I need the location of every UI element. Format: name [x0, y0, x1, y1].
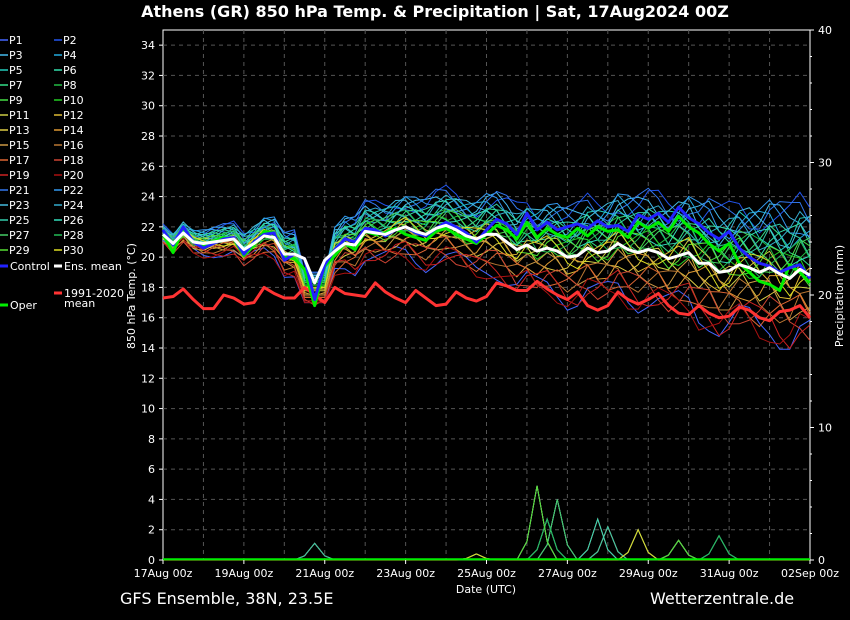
legend-label: P24 [63, 199, 84, 212]
legend-label: P11 [9, 109, 30, 122]
y2-tick-label: 30 [818, 157, 832, 170]
legend-label: P27 [9, 229, 30, 242]
legend: P1 P2 P3 P4 P5 P6 P7 P8 P9 P10 P11 P12 P13 P14 P15 P16 P… [0, 34, 124, 312]
legend-label: P13 [9, 124, 30, 137]
series-line-1991-2020-mean [162, 279, 812, 323]
member-line-p22 [162, 192, 811, 275]
legend-label: P14 [63, 124, 84, 137]
y-tick-label: 34 [141, 39, 155, 52]
legend-label: P10 [63, 94, 84, 107]
y2-tick-label: 10 [818, 422, 832, 435]
member-line-p26 [162, 205, 811, 282]
legend-label: mean [64, 297, 95, 310]
axes: 0246810121416182022242628303234010203040… [134, 24, 840, 580]
x-tick-label: 21Aug 00z [295, 567, 354, 580]
member-line-p18 [162, 241, 811, 341]
y-axis-label: 850 hPa Temp. (°C) [125, 243, 138, 349]
source-footer: Wetterzentrale.de [650, 589, 794, 608]
y-tick-label: 4 [148, 493, 155, 506]
member-line-p17 [162, 234, 811, 328]
legend-label: P23 [9, 199, 30, 212]
y-tick-label: 18 [141, 281, 155, 294]
y2-axis-label: Precipitation (mm) [833, 245, 846, 347]
legend-label: Ens. mean [64, 260, 122, 273]
x-tick-label: 31Aug 00z [700, 567, 759, 580]
x-tick-label: 25Aug 00z [457, 567, 516, 580]
member-line-p16 [162, 232, 811, 324]
member-line-p20 [162, 236, 811, 345]
legend-label: P12 [63, 109, 84, 122]
legend-label: P21 [9, 184, 30, 197]
legend-label: P3 [9, 49, 23, 62]
y-tick-label: 32 [141, 69, 155, 82]
x-axis-label: Date (UTC) [456, 583, 516, 596]
x-tick-label: 29Aug 00z [619, 567, 678, 580]
legend-label: P1 [9, 34, 23, 47]
y-tick-label: 30 [141, 100, 155, 113]
legend-label: P19 [9, 169, 30, 182]
y-tick-label: 26 [141, 160, 155, 173]
x-tick-label: 19Aug 00z [215, 567, 274, 580]
legend-label: P2 [63, 34, 77, 47]
legend-label: P5 [9, 64, 23, 77]
y-tick-label: 24 [141, 191, 155, 204]
y-tick-label: 8 [148, 433, 155, 446]
y-tick-label: 12 [141, 372, 155, 385]
member-line-p14 [162, 230, 811, 313]
legend-label: P28 [63, 229, 84, 242]
legend-label: 1991-2020 [64, 287, 124, 300]
legend-label: P29 [9, 244, 30, 257]
y2-tick-label: 40 [818, 24, 832, 37]
legend-label: Control [10, 260, 50, 273]
x-tick-label: 02Sep 00z [781, 567, 839, 580]
x-tick-label: 23Aug 00z [376, 567, 435, 580]
legend-label: P15 [9, 139, 30, 152]
x-tick-label: 27Aug 00z [538, 567, 597, 580]
series-line-ens-mean [161, 223, 811, 285]
legend-label: P18 [63, 154, 84, 167]
legend-label: P20 [63, 169, 84, 182]
y-tick-label: 22 [141, 221, 155, 234]
y-tick-label: 6 [148, 463, 155, 476]
legend-label: P16 [63, 139, 84, 152]
model-footer: GFS Ensemble, 38N, 23.5E [120, 589, 333, 608]
legend-label: P22 [63, 184, 84, 197]
y2-tick-label: 0 [818, 554, 825, 567]
chart-title: Athens (GR) 850 hPa Temp. & Precipitatio… [141, 2, 729, 22]
legend-label: P6 [63, 64, 77, 77]
y-tick-label: 2 [148, 524, 155, 537]
main-lines [161, 205, 812, 323]
x-tick-label: 17Aug 00z [134, 567, 193, 580]
y-tick-label: 16 [141, 312, 155, 325]
legend-label: P9 [9, 94, 23, 107]
legend-label: Oper [10, 299, 37, 312]
legend-label: P25 [9, 214, 30, 227]
y-tick-label: 14 [141, 342, 155, 355]
legend-label: P17 [9, 154, 30, 167]
legend-label: P4 [63, 49, 77, 62]
legend-label: P30 [63, 244, 84, 257]
y-tick-label: 28 [141, 130, 155, 143]
y-tick-label: 20 [141, 251, 155, 264]
y2-tick-label: 20 [818, 289, 832, 302]
legend-label: P8 [63, 79, 77, 92]
legend-label: P7 [9, 79, 23, 92]
member-line-p1 [162, 235, 811, 350]
y-tick-label: 0 [148, 554, 155, 567]
y-tick-label: 10 [141, 403, 155, 416]
legend-label: P26 [63, 214, 84, 227]
member-line-p11 [162, 218, 811, 290]
